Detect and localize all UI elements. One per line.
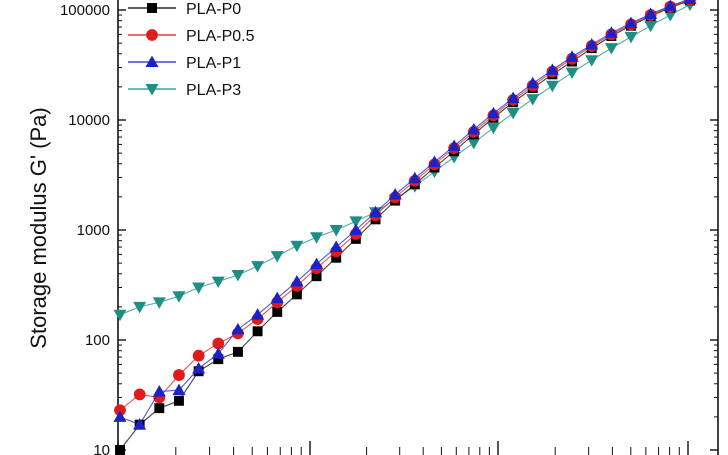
data-point-pla-p0-5 [192,349,205,362]
legend-marker-pla-p0 [147,3,157,13]
data-point-pla-p1 [624,16,638,29]
data-point-pla-p3 [310,232,324,244]
data-point-pla-p1 [663,0,677,11]
data-point-pla-p1 [427,155,441,167]
data-point-pla-p1 [113,410,127,422]
data-point-pla-p1 [133,418,147,430]
y-tick-label: 10 [93,442,110,455]
data-point-pla-p3 [172,291,186,303]
y-tick-label: 100000 [60,2,110,19]
data-point-pla-p1 [251,308,265,320]
data-point-pla-p3 [585,55,599,67]
data-point-pla-p1 [329,240,343,252]
data-point-pla-p0 [272,306,283,317]
data-point-pla-p3 [644,20,658,33]
legend-marker-pla-p1 [145,55,159,67]
y-tick-label: 1000 [77,222,110,239]
legend-label-pla-p3: PLA-P3 [186,82,241,99]
data-point-pla-p0 [174,395,184,406]
data-point-pla-p0 [252,326,263,337]
data-point-pla-p1 [388,188,402,200]
data-point-pla-p0 [311,271,322,282]
data-point-pla-p3 [152,297,166,309]
legend-entry-pla-p0-5: PLA-P0.5 [128,28,255,45]
data-point-pla-p0 [331,252,342,263]
legend-label-pla-p0: PLA-P0 [186,1,241,18]
data-point-pla-p3 [565,67,579,80]
data-point-pla-p1 [231,322,245,335]
data-point-pla-p0 [291,289,302,300]
data-point-pla-p3 [192,282,206,295]
data-point-pla-p3 [506,107,520,120]
data-point-pla-p1 [683,0,697,4]
data-point-pla-p1 [408,171,422,184]
data-point-pla-p3 [329,225,343,237]
legend-entry-pla-p1: PLA-P1 [128,55,241,72]
data-point-pla-p1 [192,362,206,374]
data-point-pla-p1 [486,106,500,119]
y-axis-title: Storage modulus G' (Pa) [26,107,51,348]
data-point-pla-p1 [565,50,579,62]
data-point-pla-p3 [604,43,618,55]
data-point-pla-p1 [270,291,284,304]
data-point-pla-p1 [310,257,324,270]
data-point-pla-p1 [447,139,461,151]
data-point-pla-p1 [604,26,618,38]
data-point-pla-p3 [113,309,127,322]
data-point-pla-p1 [172,383,186,396]
data-point-pla-p1 [369,205,383,218]
data-point-pla-p0-5 [173,369,185,381]
data-point-pla-p0 [213,354,224,365]
data-point-pla-p3 [467,137,481,150]
data-point-pla-p1 [644,7,658,19]
data-point-pla-p0-5 [114,404,126,417]
y-tick-label: 100 [85,332,110,349]
data-point-pla-p1 [526,76,540,89]
data-point-pla-p3 [545,80,559,93]
legend-label-pla-p0-5: PLA-P0.5 [186,28,255,45]
legend-label-pla-p1: PLA-P1 [186,55,241,72]
legend-marker-pla-p3 [145,84,159,96]
data-point-pla-p1 [290,275,304,287]
data-point-pla-p3 [624,31,638,44]
data-point-pla-p3 [211,276,225,289]
data-point-pla-p1 [467,122,481,135]
data-point-pla-p0-5 [133,388,146,401]
series-line-pla-p3 [119,4,691,316]
y-tick-label: 10000 [68,112,110,129]
data-point-pla-p0 [154,403,165,414]
legend-entry-pla-p3: PLA-P3 [128,82,241,99]
data-point-pla-p3 [270,251,284,263]
legend-marker-pla-p0-5 [146,29,158,41]
data-point-pla-p3 [231,270,245,282]
data-point-pla-p3 [663,10,677,22]
data-point-pla-p1 [349,223,363,235]
data-point-pla-p3 [133,301,147,314]
data-point-pla-p0 [115,445,125,455]
data-point-pla-p1 [211,347,225,359]
data-point-pla-p1 [506,91,520,104]
data-point-pla-p3 [290,240,304,253]
data-point-pla-p3 [349,216,363,228]
data-point-pla-p1 [152,385,166,397]
data-point-pla-p1 [585,38,599,50]
legend-entry-pla-p0: PLA-P0 [128,1,241,18]
data-point-pla-p1 [545,63,559,75]
data-point-pla-p3 [251,261,265,273]
data-point-pla-p3 [486,122,500,135]
data-point-pla-p0 [232,346,243,357]
data-point-pla-p3 [526,94,540,106]
data-point-pla-p0-5 [212,337,225,350]
